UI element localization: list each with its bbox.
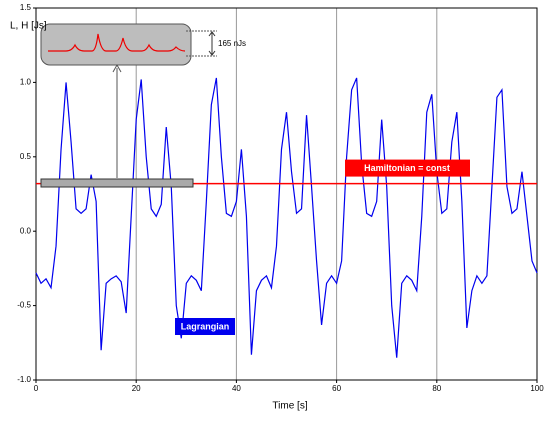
- legend-label: Lagrangian: [181, 321, 230, 331]
- legend-box: [175, 318, 235, 335]
- dim-arrow-heads: [208, 31, 216, 56]
- x-tick-label: 80: [432, 384, 441, 393]
- legend-label: Hamiltonian = const: [364, 163, 450, 173]
- x-tick-label: 40: [232, 384, 241, 393]
- y-tick-label: -0.5: [17, 301, 31, 310]
- inset-wave: [48, 33, 186, 52]
- lagrangian-line: [35, 77, 538, 358]
- y-tick-label: -1.0: [17, 375, 31, 384]
- x-tick-label: 0: [34, 384, 39, 393]
- plot-frame: [35, 7, 538, 381]
- legend-box: [345, 159, 470, 177]
- x-tick-label: 60: [332, 384, 341, 393]
- inset: [40, 23, 192, 66]
- x-tick-label: 20: [132, 384, 141, 393]
- zoom-bar: [40, 178, 194, 188]
- x-axis-label: Time [s]: [272, 401, 307, 412]
- y-axis-label: L, H [Js]: [10, 21, 47, 32]
- annotation: 165 nJs: [218, 39, 246, 48]
- y-tick-label: 0.5: [20, 152, 32, 161]
- y-tick-label: 1.5: [20, 3, 32, 12]
- x-tick-label: 100: [530, 384, 544, 393]
- y-tick-label: 0.0: [20, 226, 32, 235]
- y-tick-label: 1.0: [20, 78, 32, 87]
